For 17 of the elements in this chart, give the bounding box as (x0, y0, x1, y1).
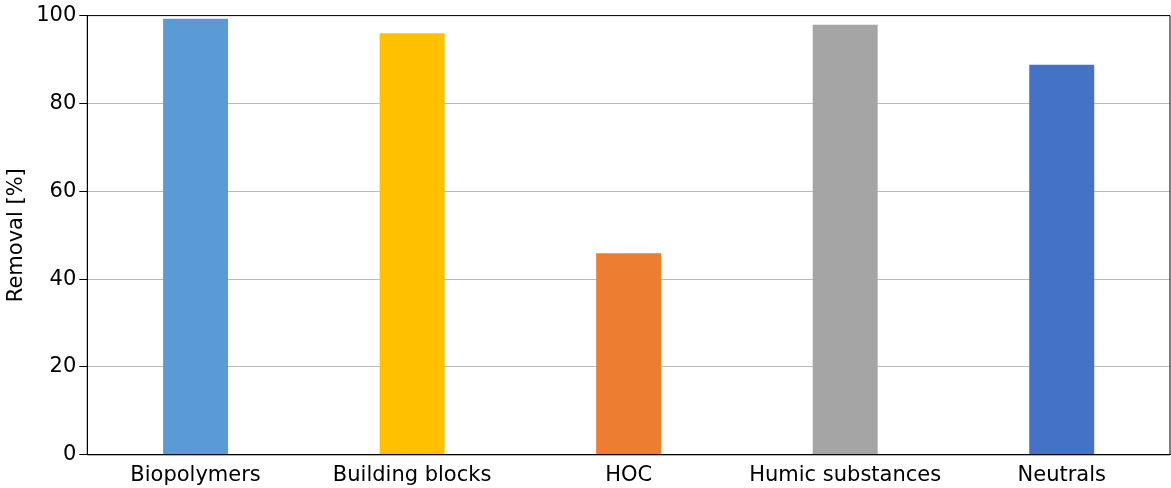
y-tick-label: 60 (49, 177, 77, 202)
bar (596, 253, 662, 455)
x-tick-label: HOC (605, 461, 653, 486)
bar (163, 18, 229, 455)
x-tick-label: Biopolymers (130, 461, 261, 486)
bar (812, 24, 878, 455)
bar (379, 33, 445, 455)
y-tick-label: 20 (49, 353, 77, 378)
y-tick-label: 100 (36, 2, 77, 27)
y-tick-label: 0 (62, 441, 77, 466)
y-tick-label: 40 (49, 265, 77, 290)
y-tick-label: 80 (49, 89, 77, 114)
x-tick-label: Neutrals (1017, 461, 1106, 486)
y-axis-title: Removal [%] (3, 168, 28, 303)
x-tick-label: Building blocks (332, 461, 492, 486)
x-tick-label: Humic substances (749, 461, 942, 486)
bar (1029, 64, 1095, 455)
